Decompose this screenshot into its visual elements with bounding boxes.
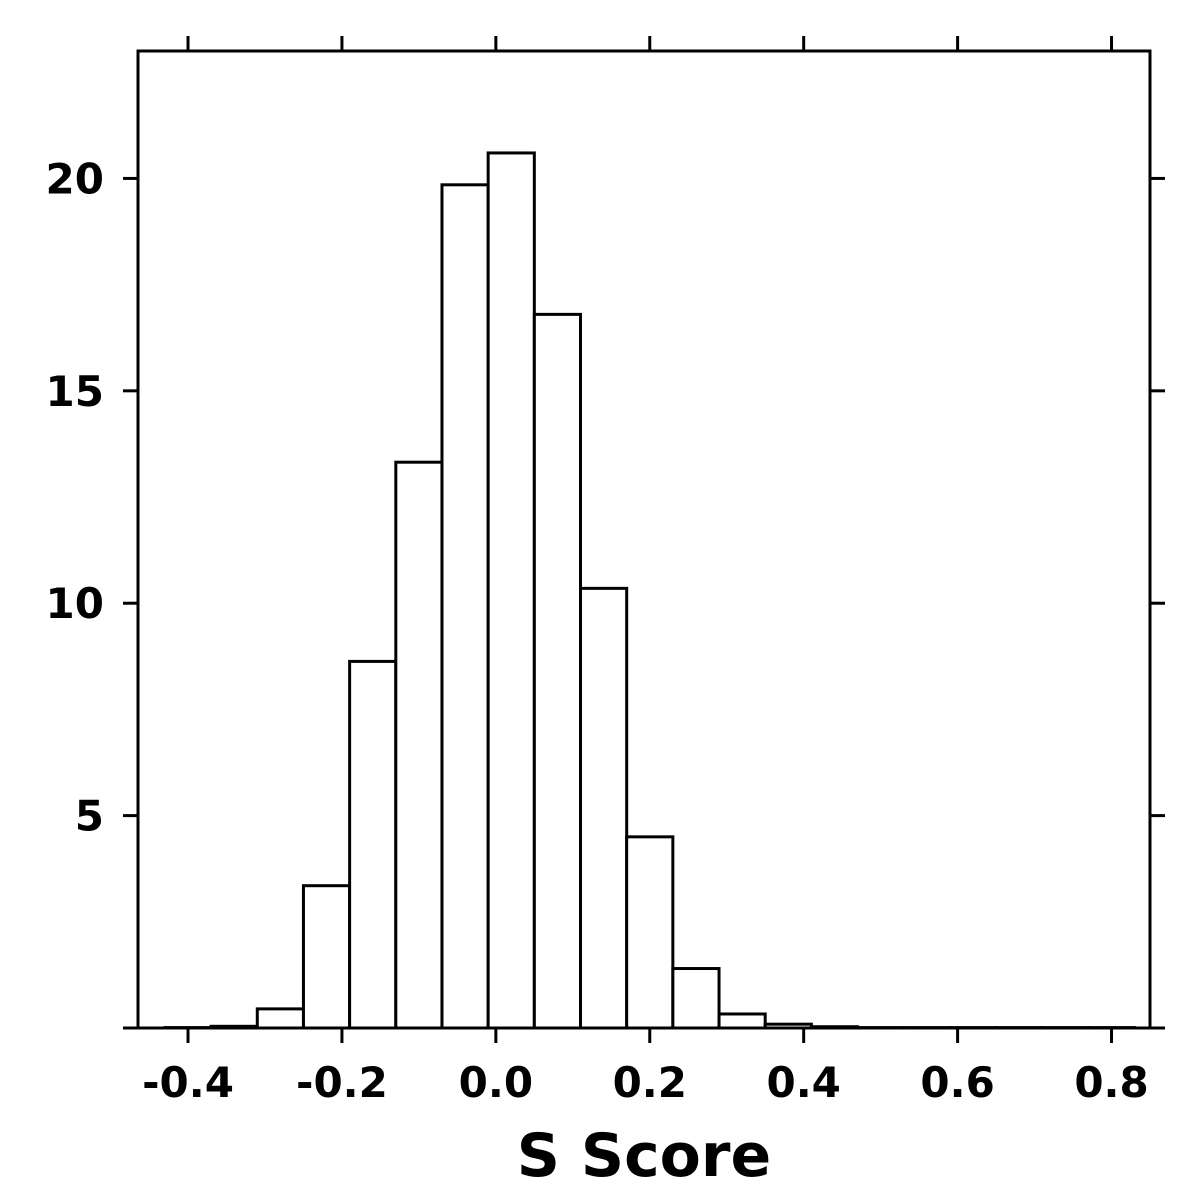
- histogram-bar: [579, 586, 629, 1030]
- histogram-bar: [625, 835, 675, 1030]
- histogram-bar: [255, 1007, 305, 1030]
- x-tick-label: -0.2: [296, 1058, 388, 1107]
- histogram-bar: [440, 183, 490, 1030]
- histogram-bar: [717, 1012, 767, 1030]
- y-tick-label: 5: [75, 792, 104, 841]
- y-axis-ticks: [123, 176, 1165, 1030]
- histogram-bar: [301, 884, 352, 1030]
- histogram-bar: [671, 967, 721, 1030]
- histogram-bar: [486, 151, 536, 1030]
- y-tick-label: 15: [46, 367, 104, 416]
- x-tick-label: -0.4: [142, 1058, 234, 1107]
- x-axis-ticks: [186, 36, 1114, 1043]
- histogram-bar: [348, 659, 398, 1030]
- histogram-bar: [532, 312, 583, 1030]
- y-tick-label: 20: [46, 154, 104, 203]
- x-tick-label: 0.6: [920, 1058, 994, 1107]
- x-tick-label: 0.2: [613, 1058, 687, 1107]
- x-tick-label: 0.0: [459, 1058, 533, 1107]
- x-tick-label: 0.4: [766, 1058, 840, 1107]
- x-axis-tick-labels: -0.4 -0.2 0.0 0.2 0.4 0.6 0.8: [142, 1058, 1149, 1107]
- histogram-bar: [394, 460, 444, 1030]
- x-tick-label: 0.8: [1074, 1058, 1148, 1107]
- histogram-bars: [163, 151, 1137, 1030]
- y-tick-label: 10: [46, 579, 104, 628]
- plot-frame: [136, 49, 1152, 1030]
- x-axis-title: S Score: [517, 1121, 771, 1191]
- y-axis-tick-labels: 5 10 15 20: [46, 154, 104, 840]
